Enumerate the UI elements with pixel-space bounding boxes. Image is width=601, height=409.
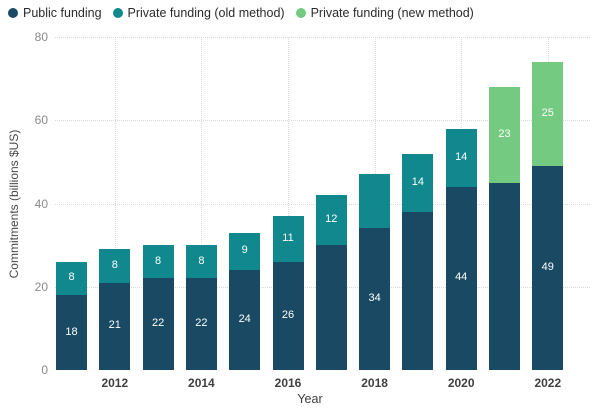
bar-segment-2022[interactable] xyxy=(532,166,564,370)
legend-dot-public-funding-icon xyxy=(8,8,18,18)
bar-segment-2016[interactable] xyxy=(272,261,304,370)
bar-segment-2013[interactable] xyxy=(142,245,174,279)
bar-segment-2021[interactable] xyxy=(489,182,520,370)
legend-item-public-funding[interactable]: Public funding xyxy=(8,6,102,20)
legend-item-private-funding-old[interactable]: Private funding (old method) xyxy=(112,6,285,20)
bar-segment-2014[interactable] xyxy=(185,278,217,370)
bar-segment-2019[interactable] xyxy=(402,153,434,212)
bar-segment-2017[interactable] xyxy=(315,245,347,370)
v-gridline xyxy=(114,37,116,370)
bar-segment-2021[interactable] xyxy=(489,86,520,183)
y-tick-label: 20 xyxy=(34,279,48,294)
bar-segment-2015[interactable] xyxy=(229,232,261,271)
legend-dot-private-funding-new-icon xyxy=(295,8,306,18)
legend-label: Private funding (new method) xyxy=(310,6,474,20)
x-tick-label: 2012 xyxy=(101,376,129,390)
h-gridline xyxy=(55,120,590,122)
x-axis-title: Year xyxy=(297,392,323,406)
v-gridline xyxy=(288,37,289,370)
bar-segment-2017[interactable] xyxy=(315,195,347,246)
h-gridline xyxy=(55,37,590,38)
bar-segment-2012[interactable] xyxy=(99,282,131,370)
bar-segment-2012[interactable] xyxy=(99,249,131,283)
y-tick-label: 60 xyxy=(34,113,48,128)
bar-segment-2011[interactable] xyxy=(56,261,87,296)
bar-segment-2018[interactable] xyxy=(359,228,391,370)
x-tick-label: 2020 xyxy=(447,376,475,390)
bar-segment-2011[interactable] xyxy=(56,295,87,370)
bar-segment-2020[interactable] xyxy=(445,186,477,370)
bar-segment-2014[interactable] xyxy=(185,245,217,279)
bar-segment-2016[interactable] xyxy=(272,215,304,262)
legend-item-private-funding-new[interactable]: Private funding (new method) xyxy=(295,6,474,20)
x-tick-label: 2016 xyxy=(274,376,302,390)
v-gridline xyxy=(201,37,203,370)
bar-segment-2020[interactable] xyxy=(445,128,477,187)
legend-label: Public funding xyxy=(23,6,102,20)
legend-label: Private funding (old method) xyxy=(127,6,285,20)
x-tick-label: 2022 xyxy=(534,376,562,390)
y-tick-label: 80 xyxy=(34,30,48,44)
bar-segment-2018[interactable] xyxy=(359,174,391,229)
bar-segment-2019[interactable] xyxy=(402,211,434,370)
x-tick-label: 2014 xyxy=(188,376,215,390)
legend: Public funding Private funding (old meth… xyxy=(8,6,474,20)
legend-dot-private-funding-old-icon xyxy=(112,8,123,18)
bar-segment-2013[interactable] xyxy=(142,278,174,370)
y-tick-label: 0 xyxy=(41,363,48,377)
x-tick-label: 2018 xyxy=(361,376,388,390)
bar-segment-2015[interactable] xyxy=(229,270,261,370)
bar-segment-2022[interactable] xyxy=(532,61,564,167)
y-tick-label: 40 xyxy=(34,196,48,211)
